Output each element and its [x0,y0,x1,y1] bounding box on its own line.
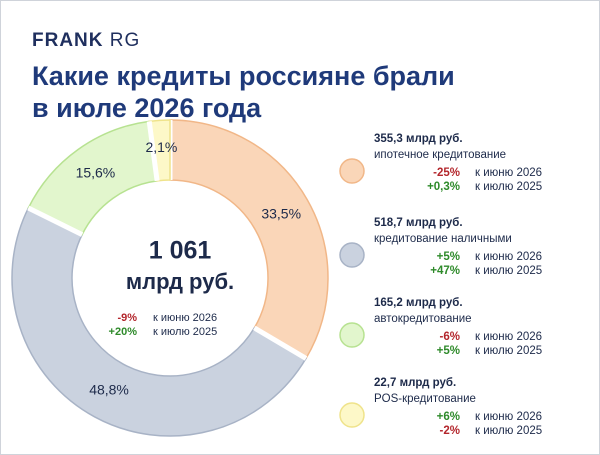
change: -6% [440,331,460,343]
total-unit: млрд руб. [126,269,234,294]
value-label: 48,8% [89,381,129,397]
change-period: к июню 2026 [475,331,542,343]
change-period: к июню 2026 [475,251,542,263]
legend-swatch [339,158,365,184]
change: +0,3% [427,181,460,193]
value-label: 2,1% [145,139,177,155]
chart-title: Какие кредиты россияне брали [32,61,455,91]
slice-gap [27,205,84,237]
change: +6% [437,411,460,423]
donut-slice [148,119,171,182]
legend-swatch [339,402,365,428]
slice-gap [146,121,160,182]
change-period: к июлю 2025 [475,181,542,193]
change: +20% [109,326,138,338]
brand: FRANK RG [32,30,140,51]
total: 1 061 [149,237,212,265]
donut-slice [11,207,308,437]
legend-amount: 22,7 млрд руб. [374,377,456,389]
change: -9% [117,312,137,324]
change-period: к июлю 2025 [153,326,217,338]
change-period: к июлю 2025 [475,265,542,277]
slice-gap [253,325,308,361]
change-period: к июлю 2025 [475,425,542,437]
change-period: к июню 2026 [475,167,542,179]
change: +5% [437,345,460,357]
chart-title: в июле 2026 года [32,93,262,123]
change: -25% [433,167,460,179]
change-period: к июню 2026 [475,411,542,423]
change-period: к июню 2026 [153,312,217,324]
brand-bold: FRANK [32,30,104,51]
legend-label: кредитование наличными [374,233,512,245]
change-period: к июлю 2025 [475,345,542,357]
legend-label: POS-кредитование [374,393,476,405]
legend-label: ипотечное кредитование [374,149,506,161]
value-label: 15,6% [76,165,116,181]
legend-amount: 355,3 млрд руб. [374,133,463,145]
legend-amount: 518,7 млрд руб. [374,217,463,229]
change: +47% [430,265,460,277]
legend-swatch [339,322,365,348]
donut-slice [169,119,329,360]
legend-amount: 165,2 млрд руб. [374,297,463,309]
value-label: 33,5% [261,205,301,221]
legend-label: автокредитование [374,313,472,325]
brand-light: RG [110,30,141,51]
change: +5% [437,251,460,263]
legend-swatch [339,242,365,268]
change: -2% [440,425,460,437]
